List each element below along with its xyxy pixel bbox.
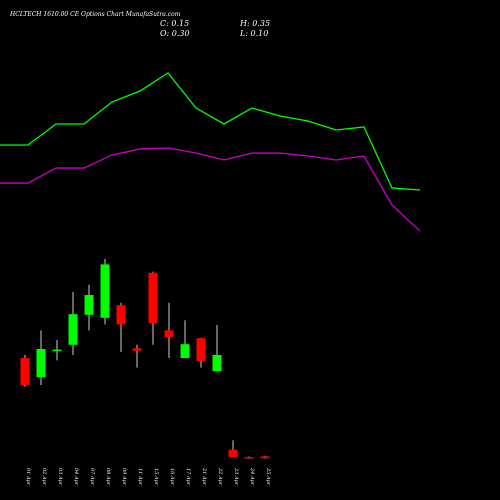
x-tick-label: 24 Apr: [249, 467, 255, 486]
x-tick-label: 16 Apr: [169, 468, 175, 486]
ohlc-low: L: 0.10: [239, 29, 268, 38]
candle-body: [148, 272, 158, 324]
x-tick-label: 11 Apr: [137, 468, 143, 486]
x-tick-label: 09 Apr: [121, 468, 127, 486]
indicator-line: [0, 72, 421, 191]
candle-body: [52, 349, 62, 352]
candle-body: [132, 348, 142, 351]
x-tick-label: 02 Apr: [41, 468, 47, 486]
indicator-line: [0, 147, 421, 232]
candle-body: [212, 355, 222, 372]
x-tick-label: 21 Apr: [201, 467, 207, 486]
candle-body: [36, 349, 46, 378]
x-tick-label: 07 Apr: [89, 468, 95, 486]
candle-body: [20, 358, 30, 385]
candle-body: [180, 344, 190, 358]
x-tick-label: 08 Apr: [105, 468, 111, 486]
x-tick-label: 23 Apr: [233, 467, 239, 486]
x-tick-label: 17 Apr: [185, 468, 191, 486]
candle-body: [164, 330, 174, 337]
ohlc-close: C: 0.15: [160, 19, 189, 28]
x-tick-label: 25 Apr: [265, 467, 271, 486]
chart-title: HCLTECH 1610.00 CE Options Chart MunafaS…: [9, 11, 181, 18]
x-tick-label: 01 Apr: [25, 468, 31, 486]
candle-body: [260, 456, 270, 459]
x-tick-label: 03 Apr: [57, 468, 63, 486]
x-tick-label: 04 Apr: [73, 468, 79, 486]
candle-body: [116, 305, 126, 325]
x-tick-label: 15 Apr: [153, 468, 159, 486]
candle-body: [228, 449, 238, 457]
candle-body: [244, 457, 254, 459]
candle-body: [68, 314, 78, 345]
candle-body: [196, 338, 206, 361]
candle-body: [84, 295, 94, 315]
ohlc-high: H: 0.35: [239, 19, 270, 28]
candle-body: [100, 264, 110, 318]
x-tick-label: 22 Apr: [217, 467, 223, 486]
ohlc-open: O: 0.30: [160, 29, 190, 38]
